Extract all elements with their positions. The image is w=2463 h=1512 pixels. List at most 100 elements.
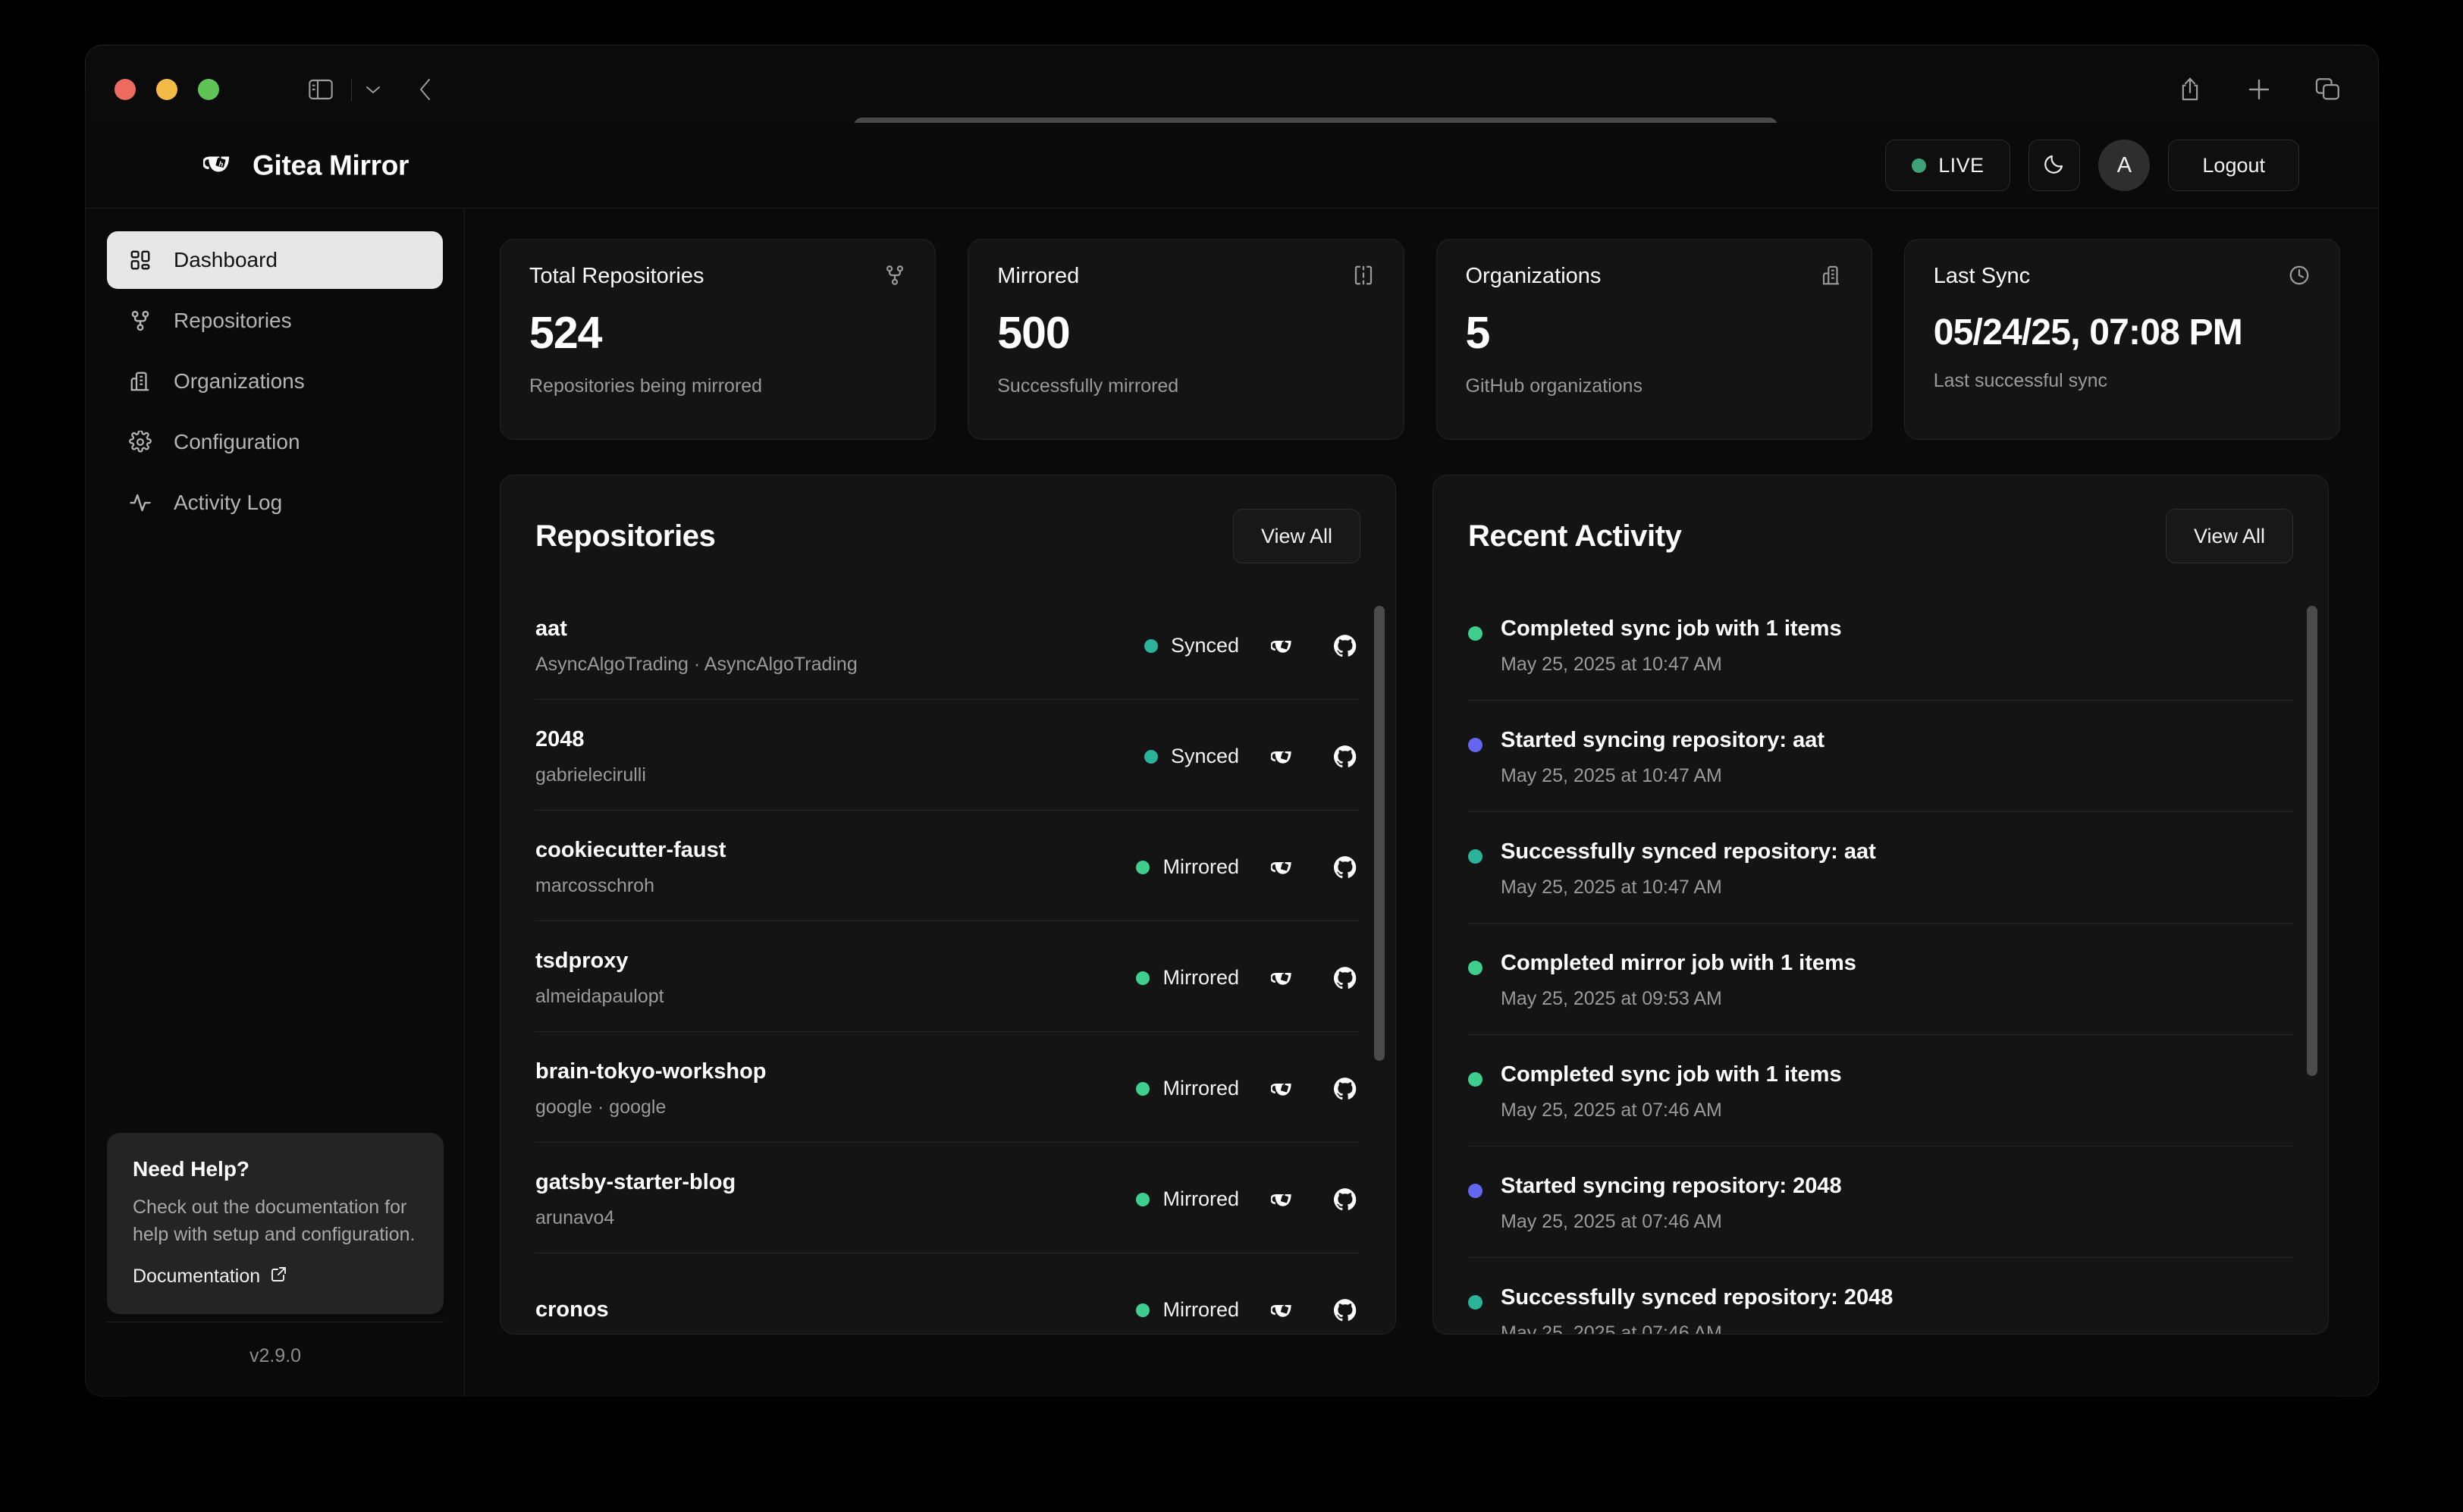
list-item[interactable]: Completed sync job with 1 items May 25, … <box>1468 589 2293 701</box>
stat-card-mirrored: Mirrored 500 Successfully mirrored <box>968 239 1404 440</box>
sidebar-item-dashboard[interactable]: Dashboard <box>107 231 443 289</box>
repositories-panel: Repositories View All aat AsyncAlgoTradi… <box>500 475 1396 1335</box>
main-content: Total Repositories 524 Repositories bein… <box>465 209 2378 1396</box>
gitea-mug-icon[interactable] <box>1269 1299 1300 1322</box>
gitea-mug-icon[interactable] <box>1269 1188 1300 1211</box>
github-icon[interactable] <box>1330 855 1360 880</box>
theme-toggle-button[interactable] <box>2028 140 2081 191</box>
help-card-body: Check out the documentation for help wit… <box>133 1197 416 1245</box>
activity-title: Completed mirror job with 1 items <box>1501 951 1856 975</box>
live-status-label: LIVE <box>1938 153 1985 177</box>
activity-timestamp: May 25, 2025 at 10:47 AM <box>1501 765 1722 786</box>
list-item[interactable]: Successfully synced repository: aat May … <box>1468 812 2293 924</box>
sidebar-item-configuration[interactable]: Configuration <box>107 413 443 471</box>
status-badge: Mirrored <box>1136 1187 1239 1211</box>
activity-timestamp: May 25, 2025 at 07:46 AM <box>1501 1099 1722 1121</box>
activity-title: Started syncing repository: 2048 <box>1501 1174 1842 1198</box>
view-all-label: View All <box>1260 524 1332 547</box>
stat-label: Organizations <box>1465 264 1602 288</box>
table-row[interactable]: 2048 gabrielecirulli Synced <box>535 700 1360 811</box>
list-item[interactable]: Successfully synced repository: 2048 May… <box>1468 1258 2293 1334</box>
list-item[interactable]: Started syncing repository: aat May 25, … <box>1468 701 2293 812</box>
list-item[interactable]: Completed sync job with 1 items May 25, … <box>1468 1035 2293 1147</box>
app-body: Dashboard Repositories <box>86 209 2378 1396</box>
repo-name: cronos <box>535 1297 609 1322</box>
app-version: v2.9.0 <box>107 1322 444 1367</box>
status-dot <box>1144 749 1158 764</box>
share-icon[interactable] <box>2175 74 2205 105</box>
window-traffic-lights <box>115 79 219 100</box>
documentation-link[interactable]: Documentation <box>133 1265 418 1288</box>
plus-icon[interactable] <box>2244 74 2274 105</box>
back-chevron-icon[interactable] <box>412 74 439 105</box>
app-brand[interactable]: h Gitea Mirror <box>202 149 409 182</box>
repositories-view-all-button[interactable]: View All <box>1232 509 1360 563</box>
activity-title: Successfully synced repository: 2048 <box>1501 1285 1894 1310</box>
stat-sublabel: Successfully mirrored <box>997 375 1179 397</box>
github-icon[interactable] <box>1330 633 1360 659</box>
maximize-window-button[interactable] <box>198 79 219 100</box>
table-row[interactable]: brain-tokyo-workshop google · google Mir… <box>535 1032 1360 1143</box>
repo-name: tsdproxy <box>535 948 629 973</box>
close-window-button[interactable] <box>115 79 136 100</box>
building-icon <box>1820 264 1843 287</box>
app-header: h Gitea Mirror LIVE A Logout <box>86 123 2378 209</box>
sidebar-item-repositories[interactable]: Repositories <box>107 292 443 350</box>
sidebar-item-organizations[interactable]: Organizations <box>107 353 443 410</box>
toolbar-divider <box>351 79 352 102</box>
avatar[interactable]: A <box>2098 140 2151 191</box>
repo-owner: arunavo4 <box>535 1206 615 1228</box>
repositories-scrollbar[interactable] <box>1374 606 1385 1061</box>
gitea-mug-icon[interactable] <box>1269 745 1300 768</box>
stat-value: 5 <box>1465 308 1491 358</box>
table-row[interactable]: gatsby-starter-blog arunavo4 Mirrored <box>535 1143 1360 1253</box>
documentation-link-label: Documentation <box>133 1266 261 1287</box>
github-icon[interactable] <box>1330 1297 1360 1323</box>
list-item[interactable]: Completed mirror job with 1 items May 25… <box>1468 924 2293 1035</box>
table-row[interactable]: cookiecutter-faust marcosschroh Mirrored <box>535 811 1360 921</box>
gear-icon <box>127 428 154 456</box>
status-label: Mirrored <box>1162 1187 1239 1210</box>
status-dot <box>1136 1081 1150 1096</box>
minimize-window-button[interactable] <box>156 79 177 100</box>
activity-title: Started syncing repository: aat <box>1501 728 1825 752</box>
sidebar-toggle-icon[interactable] <box>304 74 337 105</box>
activity-dot <box>1468 1072 1483 1087</box>
app-title: Gitea Mirror <box>253 149 409 180</box>
status-badge: Mirrored <box>1136 966 1239 990</box>
gitea-mug-icon[interactable] <box>1269 967 1300 990</box>
recent-activity-panel: Recent Activity View All Completed sync … <box>1432 475 2329 1335</box>
live-status-badge[interactable]: LIVE <box>1885 140 2011 191</box>
gitea-mug-icon[interactable] <box>1269 856 1300 879</box>
status-label: Mirrored <box>1162 1077 1239 1099</box>
sidebar: Dashboard Repositories <box>86 209 465 1396</box>
github-icon[interactable] <box>1330 744 1360 770</box>
table-row[interactable]: aat AsyncAlgoTrading · AsyncAlgoTrading … <box>535 589 1360 700</box>
tab-overview-icon[interactable] <box>2313 74 2343 105</box>
status-dot <box>1136 1303 1150 1317</box>
status-label: Mirrored <box>1162 1298 1239 1321</box>
stat-label: Total Repositories <box>529 264 704 288</box>
status-dot <box>1144 638 1158 653</box>
sidebar-item-activity-log[interactable]: Activity Log <box>107 474 443 532</box>
stat-value: 500 <box>997 308 1070 358</box>
github-icon[interactable] <box>1330 1187 1360 1212</box>
activity-pulse-icon <box>127 489 154 516</box>
repositories-list[interactable]: aat AsyncAlgoTrading · AsyncAlgoTrading … <box>500 589 1395 1334</box>
table-row[interactable]: cronos Mirrored <box>535 1253 1360 1334</box>
activity-list[interactable]: Completed sync job with 1 items May 25, … <box>1433 589 2328 1334</box>
status-dot <box>1136 1192 1150 1206</box>
chevron-down-icon[interactable] <box>360 74 386 105</box>
stat-card-last-sync: Last Sync 05/24/25, 07:08 PM Last succes… <box>1903 239 2340 440</box>
list-item[interactable]: Started syncing repository: 2048 May 25,… <box>1468 1147 2293 1258</box>
github-icon[interactable] <box>1330 965 1360 991</box>
logout-button[interactable]: Logout <box>2168 140 2299 191</box>
github-icon[interactable] <box>1330 1076 1360 1102</box>
gitea-mug-icon[interactable] <box>1269 1078 1300 1100</box>
table-row[interactable]: tsdproxy almeidapaulopt Mirrored <box>535 921 1360 1032</box>
activity-scrollbar[interactable] <box>2307 606 2317 1076</box>
activity-view-all-button[interactable]: View All <box>2165 509 2293 563</box>
status-badge: Mirrored <box>1136 1298 1239 1322</box>
gitea-mug-icon[interactable] <box>1269 635 1300 657</box>
browser-window: 192.168.29.10 <box>86 45 2378 1396</box>
